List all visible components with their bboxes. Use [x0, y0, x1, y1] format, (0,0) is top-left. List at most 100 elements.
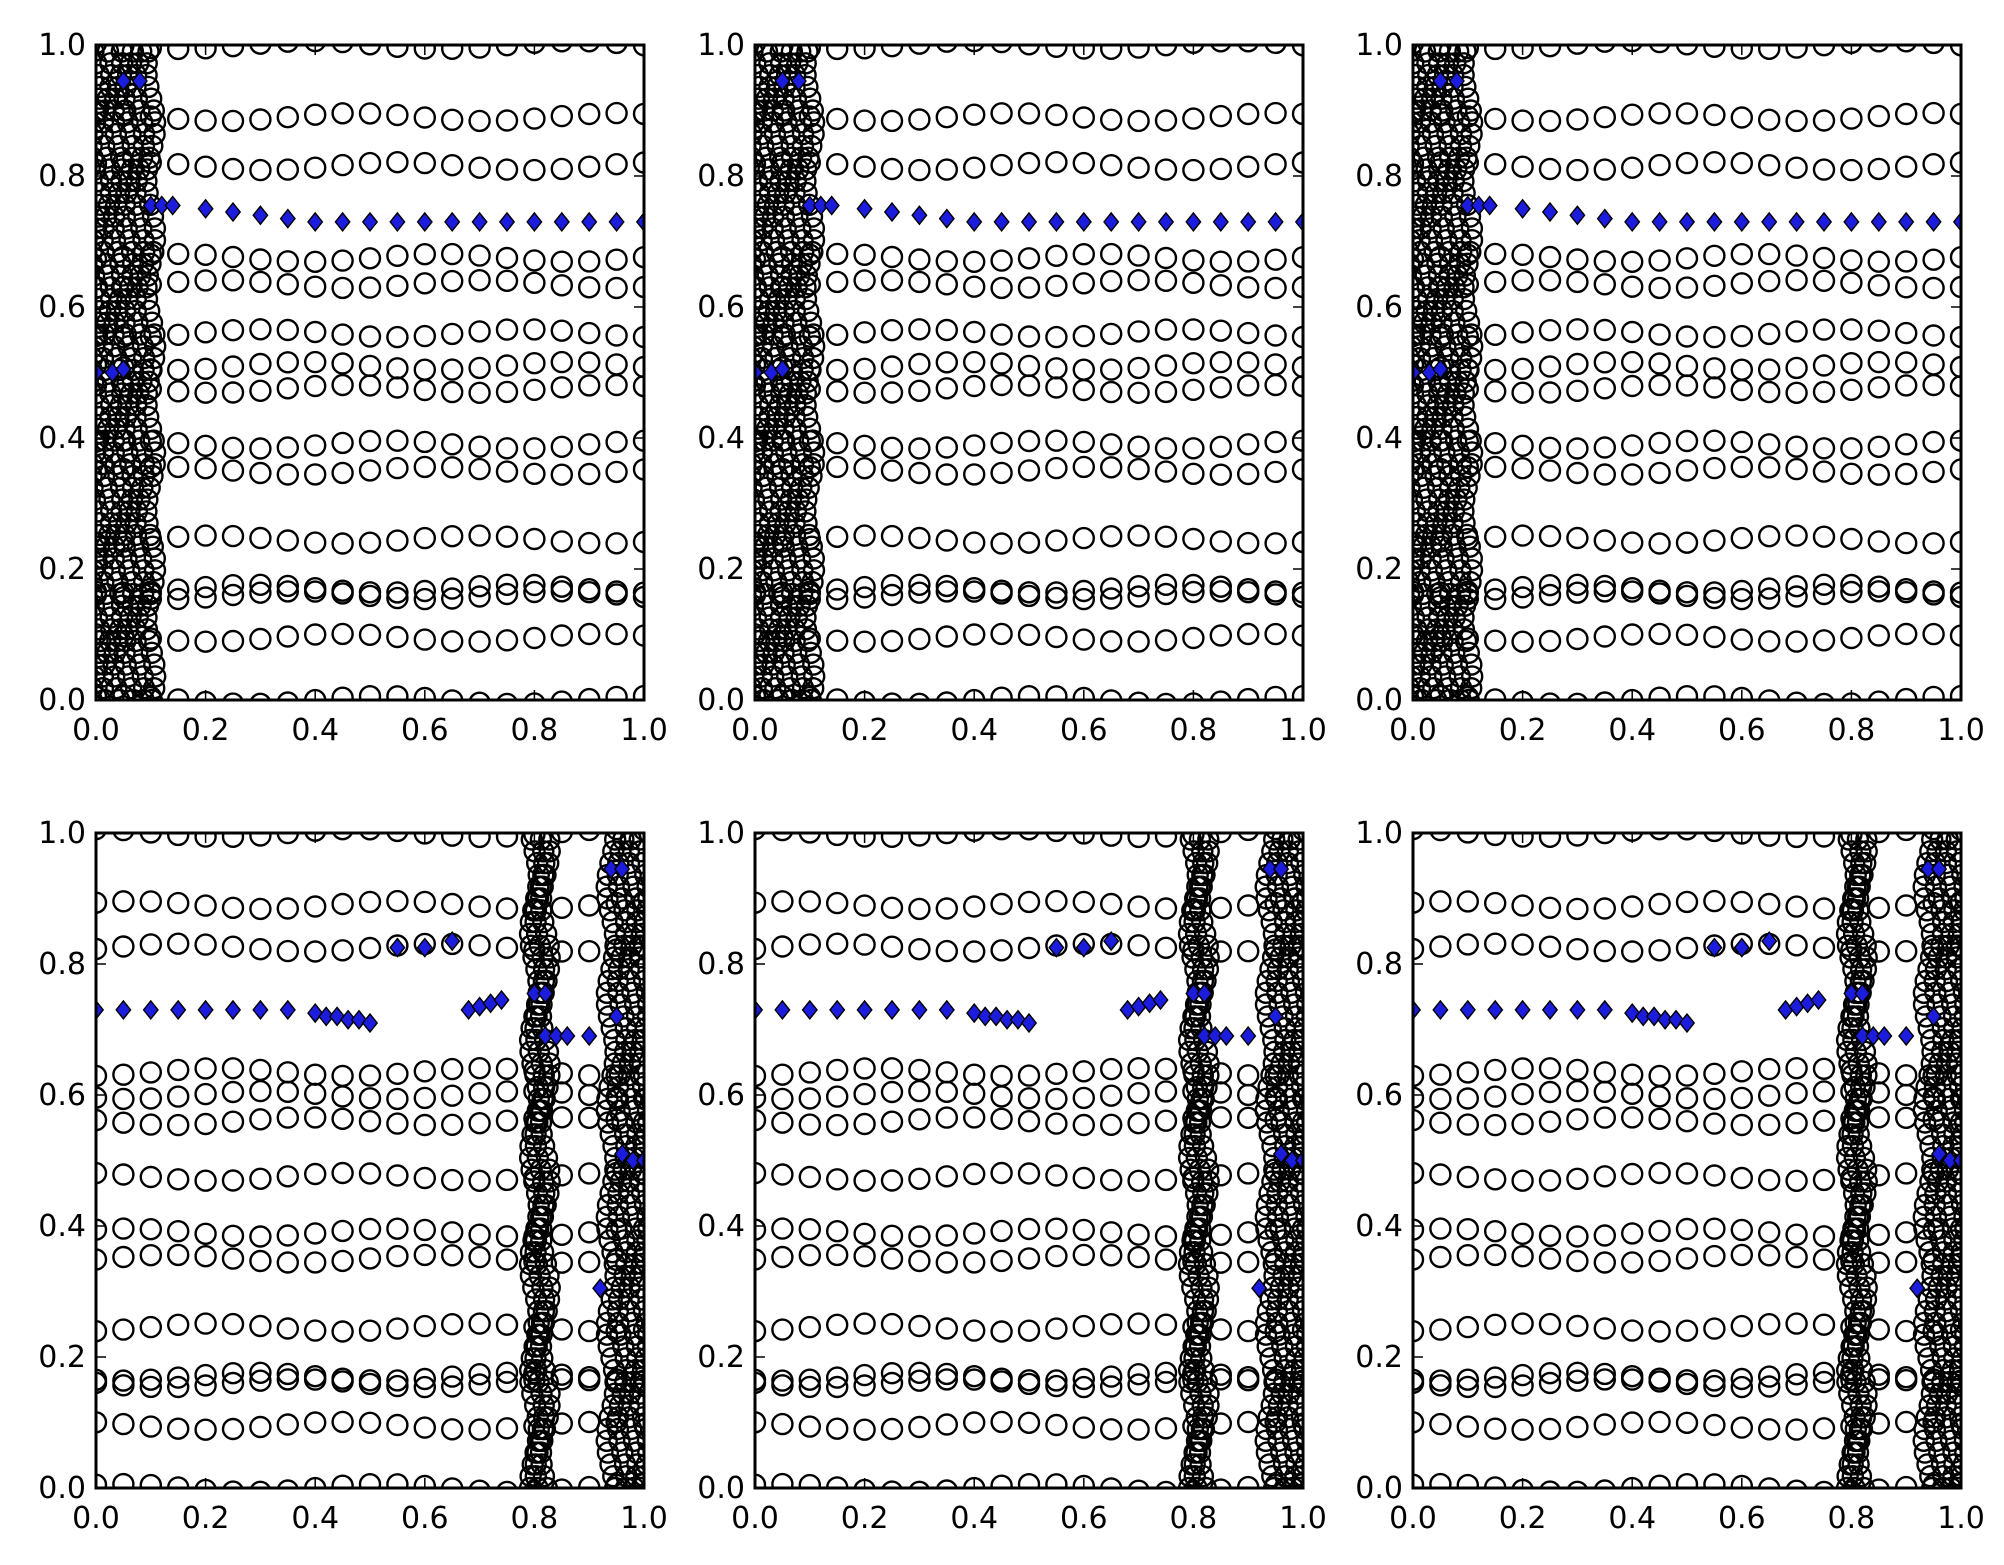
circle-point: [882, 526, 902, 546]
circle-point: [1019, 686, 1039, 706]
circle-point: [1296, 1313, 1316, 1333]
circle-point: [855, 1420, 875, 1440]
circle-point: [1677, 103, 1697, 123]
circle-point: [1513, 1114, 1533, 1134]
diamond-point: [1899, 1027, 1913, 1045]
circle-point: [1238, 1163, 1258, 1183]
circle-point: [278, 899, 298, 919]
circle-point: [882, 1314, 902, 1334]
x-tick-label: 0.8: [1170, 713, 1218, 748]
circle-point: [1046, 1415, 1066, 1435]
circle-point: [497, 1482, 517, 1502]
circle-point: [1513, 1246, 1533, 1266]
circle-point: [1759, 1222, 1779, 1242]
circle-point: [415, 528, 435, 548]
circle-point: [607, 250, 627, 270]
circle-point: [636, 1089, 656, 1109]
circle-point: [992, 32, 1012, 52]
circle-point: [1869, 252, 1889, 272]
diamond-point: [335, 213, 349, 231]
circle-point: [1430, 937, 1450, 957]
circle-point: [741, 242, 761, 262]
circle-point: [1896, 1163, 1916, 1183]
circle-point: [800, 1219, 820, 1239]
diamond-point: [940, 1001, 954, 1019]
circle-point: [579, 1085, 599, 1105]
circle-point: [1019, 819, 1039, 839]
circle-point: [800, 1115, 820, 1135]
circle-point: [497, 630, 517, 650]
circle-point: [638, 877, 658, 897]
circle-point: [250, 250, 270, 270]
circle-point: [992, 1066, 1012, 1086]
circle-point: [909, 381, 929, 401]
circle-point: [1019, 938, 1039, 958]
circle-point: [278, 1082, 298, 1102]
circle-point: [909, 250, 929, 270]
circle-point: [552, 692, 572, 712]
circle-point: [387, 458, 407, 478]
circle-point: [360, 327, 380, 347]
circle-point: [638, 995, 658, 1015]
y-tick-label: 0.6: [697, 1078, 745, 1113]
circle-point: [552, 106, 572, 126]
chart-panel-top-right: 0.0 0.2 0.4 0.6 0.8 1.00.00.20.40.60.81.0: [1355, 28, 1985, 748]
diamond-point: [967, 213, 981, 231]
circle-point: [387, 327, 407, 347]
diamond-point: [1241, 1027, 1255, 1045]
circle-point: [1129, 1225, 1149, 1245]
circle-point: [1513, 1224, 1533, 1244]
diamond-point: [825, 197, 839, 215]
circle-point: [1046, 686, 1066, 706]
circle-point: [937, 352, 957, 372]
circle-point: [305, 1065, 325, 1085]
circle-point: [855, 383, 875, 403]
circle-point: [1787, 1171, 1807, 1191]
circle-point: [113, 937, 133, 957]
circle-point: [937, 899, 957, 919]
circle-point: [333, 354, 353, 374]
circle-point: [497, 320, 517, 340]
x-tick-label: 0.2: [182, 1501, 230, 1536]
circle-point: [1896, 375, 1916, 395]
circle-point: [1485, 1245, 1505, 1265]
circle-point: [1677, 1164, 1697, 1184]
circle-point: [1238, 157, 1258, 177]
diamond-point: [1241, 213, 1255, 231]
x-tick-label: 0.4: [950, 1501, 998, 1536]
circle-point: [909, 110, 929, 130]
circle-point: [827, 381, 847, 401]
circle-point: [470, 526, 490, 546]
x-tick-label: 0.4: [1608, 1501, 1656, 1536]
circle-point: [1924, 462, 1944, 482]
circle-point: [1787, 1481, 1807, 1501]
y-tick-label: 0.4: [697, 1209, 745, 1244]
circle-point: [1595, 1082, 1615, 1102]
circle-point: [1430, 1474, 1450, 1494]
circle-point: [1046, 1089, 1066, 1109]
circle-point: [1211, 898, 1231, 918]
circle-point: [1540, 827, 1560, 847]
circle-point: [1295, 1419, 1315, 1439]
circle-point: [937, 693, 957, 713]
circle-point: [937, 531, 957, 551]
circle-point: [1046, 358, 1066, 378]
circle-point: [1650, 1412, 1670, 1432]
circle-point: [278, 1319, 298, 1339]
circle-point: [1924, 533, 1944, 553]
circle-point: [1787, 1113, 1807, 1133]
circle-point: [1650, 1251, 1670, 1271]
circle-point: [387, 686, 407, 706]
circle-point: [882, 1482, 902, 1502]
circle-point: [524, 160, 544, 180]
circle-point: [882, 270, 902, 290]
circle-point: [223, 1112, 243, 1132]
circle-point: [305, 1084, 325, 1104]
circle-point: [607, 33, 627, 53]
diamond-point: [1899, 213, 1913, 231]
circle-point: [882, 111, 902, 131]
circle-point: [1732, 273, 1752, 293]
circle-point: [250, 1417, 270, 1437]
circle-point: [882, 1112, 902, 1132]
circle-point: [278, 941, 298, 961]
